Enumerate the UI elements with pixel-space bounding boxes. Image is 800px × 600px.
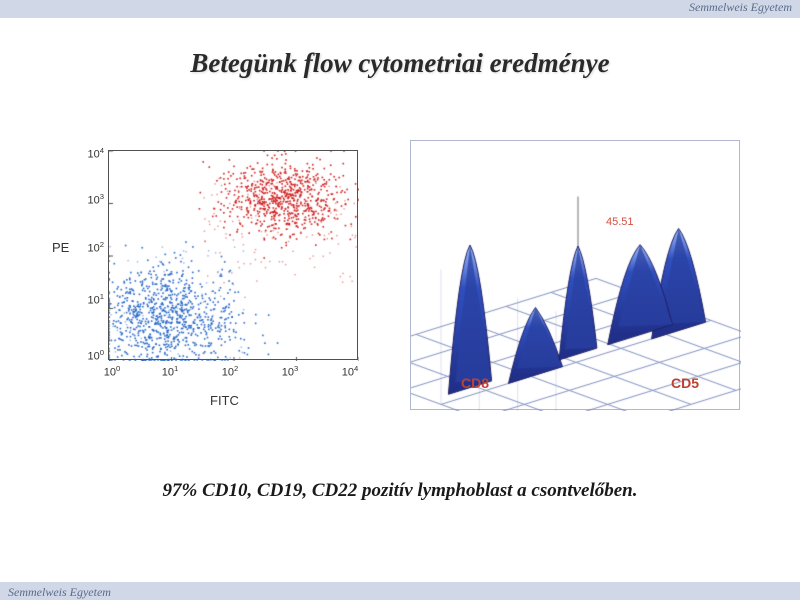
threed-canvas [411,141,741,411]
ytick: 100 [74,348,104,363]
xtick: 104 [338,364,362,379]
scatter-plot-area [108,150,358,360]
xtick: 100 [100,364,124,379]
scatter-chart: PE 104 103 102 101 100 100 101 102 103 1… [50,140,380,410]
threed-zlabel: CD5 [671,375,699,391]
threed-marker-label: 45.51 [606,216,634,228]
footer-bar [0,582,800,600]
ytick: 102 [74,240,104,255]
xtick: 101 [158,364,182,379]
ytick: 104 [74,146,104,161]
header-institution: Semmelweis Egyetem [689,0,792,15]
xtick: 103 [278,364,302,379]
scatter-ylabel: PE [52,240,69,255]
slide-caption: 97% CD10, CD19, CD22 pozitív lymphoblast… [0,480,800,502]
footer-institution: Semmelweis Egyetem [8,585,111,600]
xtick: 102 [218,364,242,379]
ytick: 101 [74,292,104,307]
slide-title: Betegünk flow cytometriai eredménye [0,48,800,79]
scatter-xlabel: FITC [210,393,239,408]
ytick: 103 [74,192,104,207]
header-bar [0,0,800,18]
threed-xlabel: CD8 [461,375,489,391]
threed-chart: 45.51 CD8 CD5 [410,140,740,410]
scatter-canvas [109,151,359,361]
charts-row: PE 104 103 102 101 100 100 101 102 103 1… [50,140,750,410]
